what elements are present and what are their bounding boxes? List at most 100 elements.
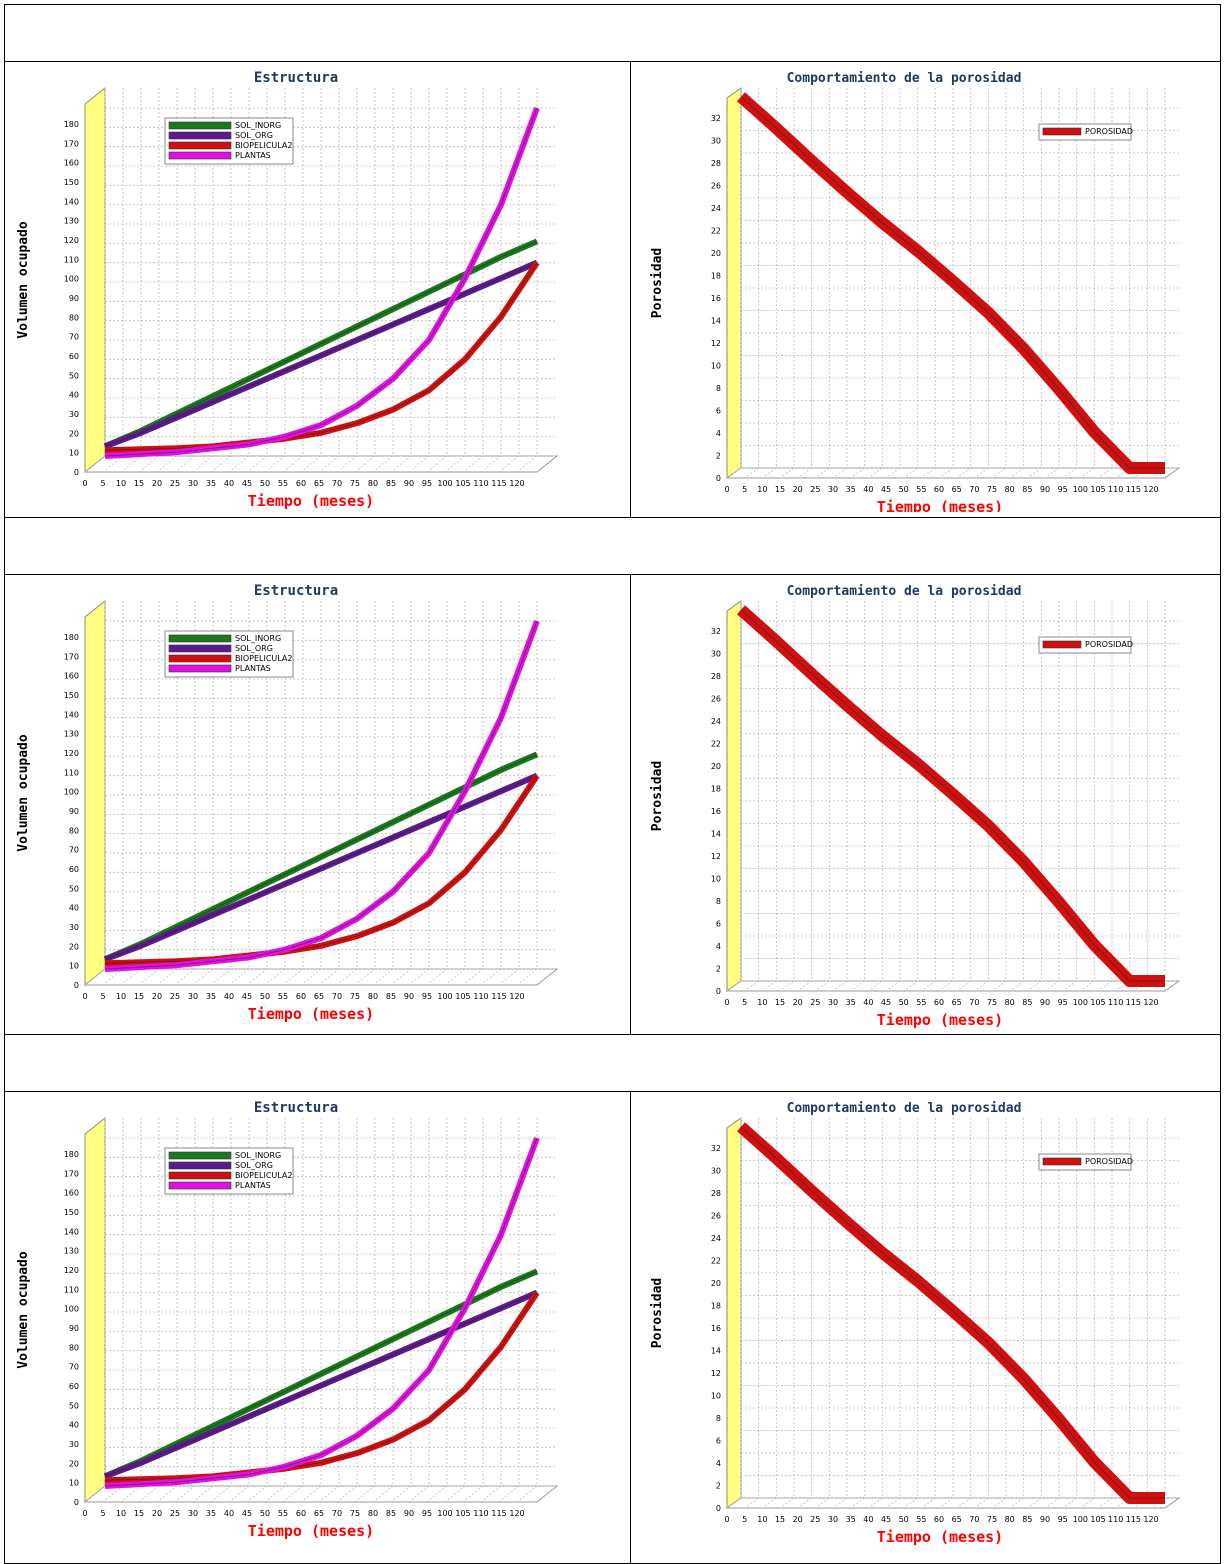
grid-line-floor xyxy=(372,1485,394,1503)
y-tick-label: 150 xyxy=(64,691,79,700)
x-tick-label: 75 xyxy=(987,998,997,1007)
y-tick-label: 22 xyxy=(711,1257,721,1266)
grid-line-floor xyxy=(264,455,286,473)
x-tick-label: 115 xyxy=(1126,998,1141,1007)
x-tick-label: 120 xyxy=(1143,1515,1158,1524)
y-tick-label: 90 xyxy=(69,1324,79,1333)
y-tick-label: 100 xyxy=(64,1305,79,1314)
legend-label: PLANTAS xyxy=(235,664,271,673)
grid-line-floor xyxy=(462,968,484,986)
y-tick-label: 140 xyxy=(64,710,79,719)
grid-line-floor xyxy=(815,467,830,479)
grid-line-floor xyxy=(868,467,883,479)
x-tick-label: 110 xyxy=(473,479,488,488)
x-tick-label: 115 xyxy=(1126,485,1141,494)
grid-line-floor xyxy=(1080,1497,1095,1509)
x-axis-label: Tiempo (meses) xyxy=(248,1005,374,1023)
series-outline-porosidad xyxy=(740,609,1165,982)
y-tick-label: 120 xyxy=(64,749,79,758)
x-tick-label: 55 xyxy=(916,1515,926,1524)
grid-line-floor xyxy=(850,467,865,479)
grid xyxy=(726,88,1179,479)
y-tick-label: 110 xyxy=(64,1285,79,1294)
x-tick-label: 110 xyxy=(473,1509,488,1518)
x-tick-label: 95 xyxy=(422,479,432,488)
x-tick-label: 60 xyxy=(296,1509,306,1518)
series-outline-plantas xyxy=(104,1137,538,1487)
y-tick-label: 10 xyxy=(69,449,79,458)
x-tick-label: 120 xyxy=(1143,485,1158,494)
y-tick-label: 60 xyxy=(69,352,79,361)
y-tick-label: 60 xyxy=(69,1382,79,1391)
grid-line-floor xyxy=(938,467,954,479)
legend-swatch xyxy=(168,634,232,643)
grid-line-floor xyxy=(868,1497,883,1509)
x-tick-label: 80 xyxy=(368,479,378,488)
legend-label: BIOPELICULA2 xyxy=(235,1171,292,1180)
legend-swatch xyxy=(168,141,232,150)
section-banner-0: Paso de integración: 0.7 xyxy=(3,4,1222,62)
y-axis-label: Volumen ocupado xyxy=(16,1251,31,1369)
grid-line-floor xyxy=(444,455,466,473)
grid-line-floor xyxy=(444,968,466,986)
x-tick-label: 120 xyxy=(509,479,524,488)
series-outline-biopelicula2 xyxy=(104,1292,538,1481)
grid-line-floor xyxy=(246,1485,268,1503)
x-tick-label: 50 xyxy=(260,1509,270,1518)
x-tick-label: 70 xyxy=(969,485,979,494)
x-tick-label: 105 xyxy=(1090,1515,1105,1524)
x-tick-label: 35 xyxy=(206,1509,216,1518)
y-axis-label: Porosidad xyxy=(650,248,665,318)
y-tick-label: 20 xyxy=(711,1279,721,1288)
grid-line-floor xyxy=(938,980,954,992)
grid-line-floor xyxy=(102,455,124,473)
x-tick-label: 40 xyxy=(224,479,234,488)
grid-line-floor xyxy=(815,1497,830,1509)
grid-line-floor xyxy=(336,1485,358,1503)
x-tick-label: 50 xyxy=(899,998,909,1007)
x-tick-label: 100 xyxy=(1073,485,1088,494)
grid-line-floor xyxy=(264,968,286,986)
x-tick-label: 0 xyxy=(724,998,729,1007)
grid-line-floor xyxy=(102,1485,124,1503)
x-tick-label: 85 xyxy=(1022,998,1032,1007)
x-tick-label: 45 xyxy=(242,479,252,488)
y-tick-label: 16 xyxy=(711,807,721,816)
legend-label: POROSIDAD xyxy=(1085,127,1133,136)
x-tick-label: 90 xyxy=(404,1509,414,1518)
y-tick-label: 2 xyxy=(716,965,721,974)
y-tick-label: 18 xyxy=(711,1302,721,1311)
y-tick-label: 180 xyxy=(64,1150,79,1159)
x-tick-label: 115 xyxy=(491,992,506,1001)
x-tick-label: 85 xyxy=(386,1509,396,1518)
x-tick-label: 25 xyxy=(810,998,820,1007)
y-tick-label: 10 xyxy=(711,1392,721,1401)
y-tick-label: 14 xyxy=(711,1347,721,1356)
grid-line-floor xyxy=(462,455,484,473)
y-tick-label: 170 xyxy=(64,139,79,148)
x-tick-label: 5 xyxy=(742,1515,747,1524)
x-tick-label: 25 xyxy=(170,992,180,1001)
results-table: Paso de integración: 0.7 Estructura 0 10 20… xyxy=(3,4,1222,1564)
x-tick-label: 95 xyxy=(1058,485,1068,494)
x-tick-label: 70 xyxy=(969,1515,979,1524)
grid xyxy=(726,601,1179,992)
y-tick-label: 26 xyxy=(711,182,721,191)
x-tick-label: 120 xyxy=(509,992,524,1001)
y-tick-label: 26 xyxy=(711,1212,721,1221)
grid-line-floor xyxy=(797,467,812,479)
grid-line-floor xyxy=(938,1497,954,1509)
axis-floor xyxy=(725,980,1181,992)
grid-line-floor xyxy=(480,455,502,473)
x-tick-label: 115 xyxy=(491,479,506,488)
y-tick-label: 18 xyxy=(711,785,721,794)
x-tick-label: 35 xyxy=(846,998,856,1007)
grid-line-floor xyxy=(84,455,106,473)
x-tick-label: 105 xyxy=(1090,485,1105,494)
axis-floor xyxy=(725,467,1181,479)
y-tick-label: 12 xyxy=(711,852,721,861)
grid-line-floor xyxy=(1115,467,1130,479)
grid-line-floor xyxy=(408,455,430,473)
x-tick-label: 55 xyxy=(278,479,288,488)
x-tick-label: 80 xyxy=(1005,998,1015,1007)
